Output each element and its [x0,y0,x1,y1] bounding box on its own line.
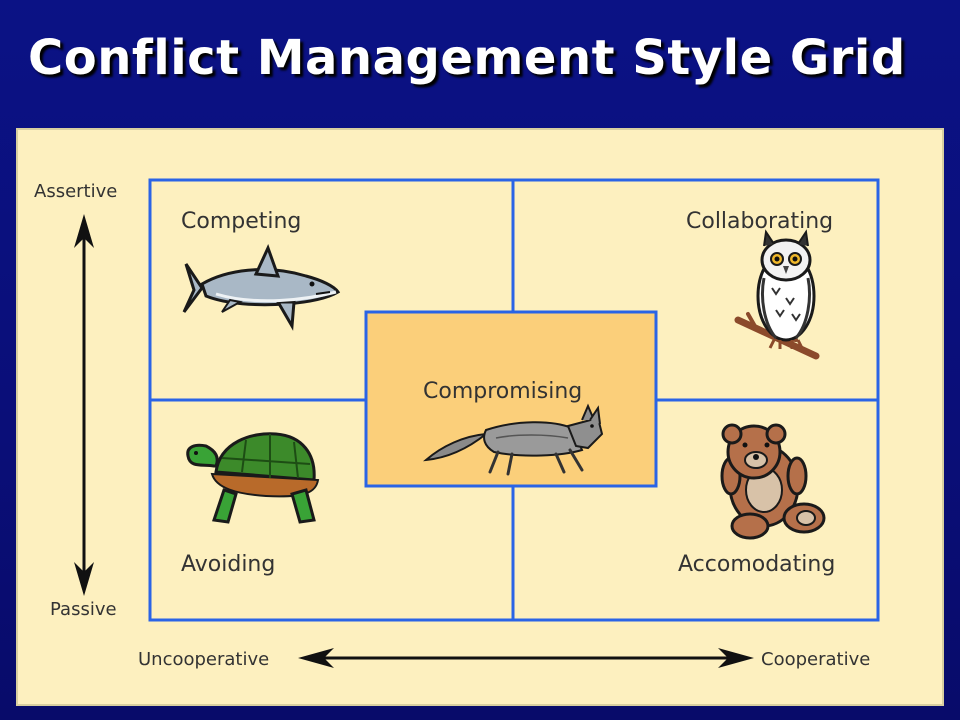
vertical-axis [74,214,94,596]
center-label-compromising: Compromising [423,379,582,404]
shark-icon [182,244,341,331]
fox-icon [422,403,604,476]
style-grid-diagram: Assertive Passive Uncooperative Cooperat… [34,178,880,670]
quadrant-label-accomodating: Accomodating [678,552,835,577]
horizontal-axis [298,648,754,668]
owl-icon [734,229,820,360]
turtle-icon [186,432,320,524]
quadrant-label-competing: Competing [181,209,301,234]
axis-label-assertive: Assertive [34,181,117,202]
slide-title: Conflict Management Style Grid [28,30,906,86]
axis-label-uncooperative: Uncooperative [138,649,269,670]
axis-label-passive: Passive [50,599,117,620]
quadrant-label-collaborating: Collaborating [686,209,833,234]
teddy-bear-icon [720,423,826,540]
quadrant-label-avoiding: Avoiding [181,552,275,577]
axis-label-cooperative: Cooperative [761,649,870,670]
